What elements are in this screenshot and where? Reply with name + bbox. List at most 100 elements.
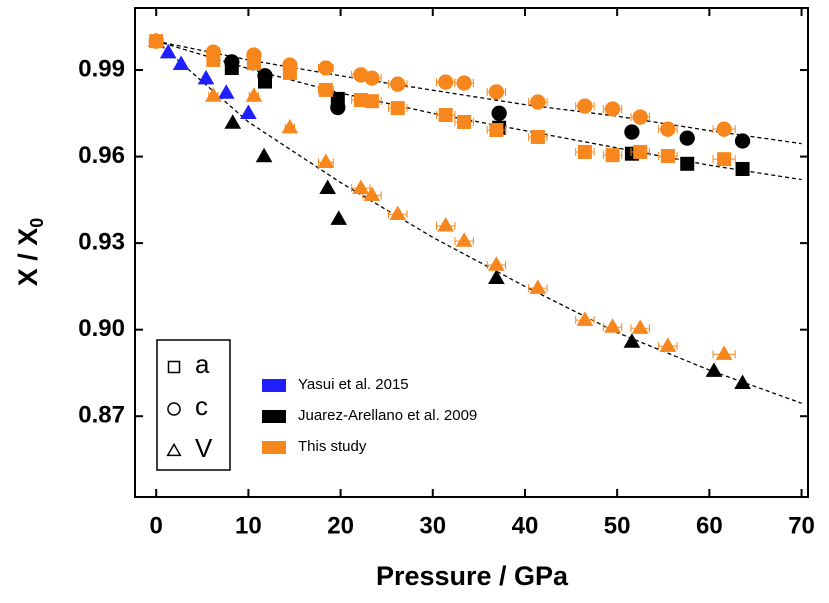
data-point bbox=[604, 101, 621, 117]
x-tick-label: 0 bbox=[150, 512, 163, 539]
x-tick-label: 70 bbox=[788, 512, 815, 539]
data-point bbox=[317, 153, 335, 169]
data-point bbox=[147, 32, 165, 47]
data-point bbox=[530, 94, 546, 110]
data-point bbox=[577, 98, 593, 114]
data-point bbox=[604, 318, 621, 333]
data-point bbox=[734, 133, 751, 149]
data-point bbox=[246, 47, 262, 63]
data-point bbox=[438, 74, 454, 90]
y-tick-label: 0.99 bbox=[78, 55, 125, 82]
plot-frame bbox=[134, 7, 809, 498]
data-point bbox=[257, 68, 273, 84]
data-point bbox=[624, 124, 640, 140]
data-point bbox=[197, 69, 215, 85]
data-point bbox=[224, 114, 242, 129]
x-tick-label: 40 bbox=[512, 512, 539, 539]
x-tick-label: 30 bbox=[419, 512, 446, 539]
y-axis-label-group: X / X0 bbox=[13, 218, 47, 287]
data-point bbox=[456, 75, 472, 91]
legend-label: This study bbox=[298, 438, 367, 455]
data-point bbox=[364, 94, 379, 109]
data-point bbox=[705, 362, 723, 377]
data-point bbox=[660, 121, 676, 137]
y-axis-label: X / X0 bbox=[13, 218, 47, 287]
data-point bbox=[605, 148, 620, 163]
data-point bbox=[352, 179, 370, 195]
data-point bbox=[245, 87, 263, 102]
data-point bbox=[389, 205, 407, 220]
data-point bbox=[281, 118, 299, 134]
y-tick-label: 0.93 bbox=[78, 228, 125, 255]
data-point bbox=[255, 147, 273, 163]
x-tick-label: 20 bbox=[327, 512, 354, 539]
data-point bbox=[205, 87, 222, 102]
data-point bbox=[438, 108, 453, 123]
data-point bbox=[205, 44, 222, 60]
marker-legend-box bbox=[156, 339, 231, 471]
legend-marker-symbol bbox=[166, 442, 182, 457]
legend-swatch bbox=[262, 441, 286, 454]
data-point bbox=[679, 130, 695, 146]
y-axis-label-sub: 0 bbox=[27, 218, 47, 228]
data-point bbox=[633, 144, 648, 159]
data-point bbox=[660, 148, 675, 163]
data-point bbox=[390, 76, 406, 92]
data-point bbox=[530, 129, 545, 144]
data-point bbox=[318, 82, 333, 97]
x-tick-label: 10 bbox=[235, 512, 262, 539]
data-point bbox=[455, 232, 473, 247]
legend-marker-label: V bbox=[195, 433, 213, 463]
data-point bbox=[319, 179, 337, 195]
data-point bbox=[437, 217, 455, 232]
data-point bbox=[330, 210, 348, 225]
data-point bbox=[659, 337, 677, 352]
legend-marker-symbol bbox=[167, 402, 181, 416]
legend-marker-label: a bbox=[195, 349, 210, 379]
data-point bbox=[715, 345, 733, 360]
data-point bbox=[735, 161, 750, 176]
data-point bbox=[318, 60, 334, 76]
data-point bbox=[680, 156, 695, 171]
data-point bbox=[217, 84, 235, 99]
data-point bbox=[717, 152, 732, 167]
data-point bbox=[488, 269, 505, 285]
legend-swatch bbox=[262, 379, 286, 392]
data-point bbox=[330, 99, 346, 116]
data-point bbox=[159, 43, 177, 59]
x-tick-label: 60 bbox=[696, 512, 723, 539]
data-point bbox=[364, 70, 380, 86]
data-point bbox=[172, 55, 190, 70]
x-axis-label: Pressure / GPa bbox=[376, 561, 569, 591]
y-tick-label: 0.96 bbox=[78, 142, 125, 169]
data-point bbox=[488, 84, 505, 100]
data-point bbox=[529, 279, 547, 294]
legend-marker-label: c bbox=[195, 391, 208, 421]
data-point bbox=[488, 256, 505, 271]
data-point bbox=[224, 54, 240, 70]
data-point bbox=[282, 57, 298, 73]
data-point bbox=[491, 105, 507, 121]
legend-marker-symbol bbox=[167, 360, 181, 374]
data-point bbox=[489, 123, 504, 138]
data-point bbox=[240, 104, 257, 120]
data-point bbox=[577, 144, 592, 159]
fit-line bbox=[155, 40, 802, 404]
data-point bbox=[576, 311, 594, 326]
legend-label: Juarez-Arellano et al. 2009 bbox=[298, 407, 477, 424]
data-point bbox=[716, 121, 732, 137]
data-point bbox=[623, 333, 641, 348]
data-point bbox=[734, 374, 751, 390]
data-point bbox=[632, 109, 648, 125]
y-axis-label-main: X / X bbox=[13, 228, 43, 287]
legend-label: Yasui et al. 2015 bbox=[298, 376, 409, 393]
x-tick-label: 50 bbox=[604, 512, 631, 539]
data-point bbox=[457, 114, 472, 129]
data-point bbox=[390, 101, 405, 116]
data-point bbox=[631, 319, 649, 334]
legend-swatch bbox=[262, 410, 286, 423]
y-tick-label: 0.90 bbox=[78, 315, 125, 342]
data-point bbox=[363, 186, 381, 201]
y-tick-label: 0.87 bbox=[78, 402, 125, 429]
